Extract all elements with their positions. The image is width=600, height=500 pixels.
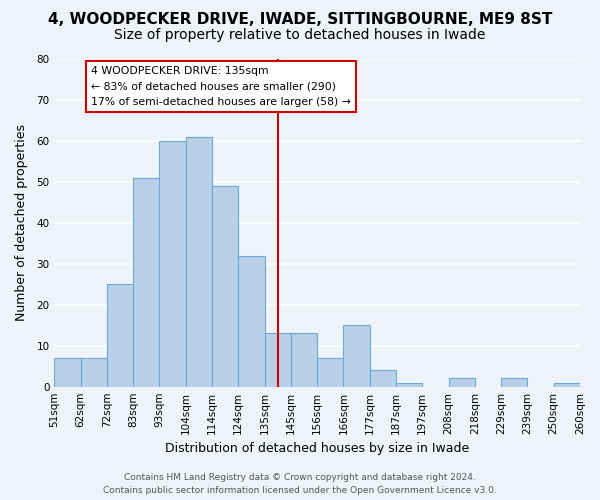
Bar <box>370 370 396 386</box>
Bar <box>501 378 527 386</box>
Bar <box>186 137 212 386</box>
Bar <box>160 141 186 386</box>
Bar <box>212 186 238 386</box>
Bar <box>343 325 370 386</box>
Bar <box>80 358 107 386</box>
Bar <box>554 382 580 386</box>
Y-axis label: Number of detached properties: Number of detached properties <box>15 124 28 322</box>
Bar <box>107 284 133 386</box>
Bar <box>396 382 422 386</box>
Text: 4, WOODPECKER DRIVE, IWADE, SITTINGBOURNE, ME9 8ST: 4, WOODPECKER DRIVE, IWADE, SITTINGBOURN… <box>48 12 552 28</box>
Bar <box>55 358 80 386</box>
Bar <box>133 178 160 386</box>
Bar <box>291 334 317 386</box>
Bar <box>317 358 343 386</box>
X-axis label: Distribution of detached houses by size in Iwade: Distribution of detached houses by size … <box>165 442 469 455</box>
Text: Contains HM Land Registry data © Crown copyright and database right 2024.
Contai: Contains HM Land Registry data © Crown c… <box>103 474 497 495</box>
Text: 4 WOODPECKER DRIVE: 135sqm
← 83% of detached houses are smaller (290)
17% of sem: 4 WOODPECKER DRIVE: 135sqm ← 83% of deta… <box>91 66 351 107</box>
Bar <box>449 378 475 386</box>
Text: Size of property relative to detached houses in Iwade: Size of property relative to detached ho… <box>115 28 485 42</box>
Bar <box>238 256 265 386</box>
Bar <box>265 334 291 386</box>
